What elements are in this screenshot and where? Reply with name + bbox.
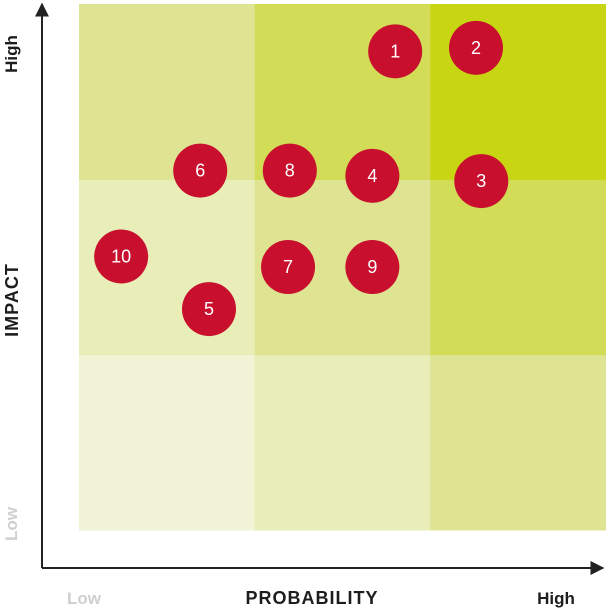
y-axis-title: IMPACT xyxy=(2,263,22,337)
risk-point-9: 9 xyxy=(345,240,400,294)
y-axis-low-label: Low xyxy=(2,506,21,541)
risk-point-marker xyxy=(261,240,316,294)
risk-point-label: 9 xyxy=(367,257,377,277)
risk-point-label: 2 xyxy=(471,38,481,58)
risk-point-7: 7 xyxy=(261,240,316,294)
risk-point-label: 3 xyxy=(476,171,486,191)
grid-cell-2-0 xyxy=(430,354,606,531)
risk-point-marker xyxy=(173,143,228,198)
risk-point-label: 7 xyxy=(283,257,293,277)
risk-point-marker xyxy=(454,154,509,209)
risk-point-marker xyxy=(345,240,400,294)
risk-point-6: 6 xyxy=(173,143,228,198)
risk-point-label: 8 xyxy=(285,161,295,181)
risk-point-4: 4 xyxy=(345,148,400,203)
risk-point-8: 8 xyxy=(262,143,317,198)
risk-point-5: 5 xyxy=(181,282,236,337)
risk-point-marker xyxy=(368,24,423,79)
risk-point-2: 2 xyxy=(449,20,504,75)
grid-cell-0-0 xyxy=(79,354,256,531)
grid-cell-1-0 xyxy=(254,354,431,531)
risk-point-3: 3 xyxy=(454,154,509,209)
risk-point-marker xyxy=(262,143,317,198)
risk-point-marker xyxy=(345,148,400,203)
risk-point-10: 10 xyxy=(94,229,149,284)
y-axis-high-label: High xyxy=(2,35,21,73)
x-axis-title: PROBABILITY xyxy=(245,588,378,608)
grid-cell-2-1 xyxy=(430,179,606,356)
risk-point-marker xyxy=(94,229,149,284)
x-axis-low-label: Low xyxy=(67,589,102,608)
risk-point-label: 6 xyxy=(195,161,205,181)
grid-cell-0-2 xyxy=(79,4,256,180)
risk-point-label: 5 xyxy=(204,299,214,319)
x-axis-high-label: High xyxy=(537,589,575,608)
risk-point-marker xyxy=(449,20,504,75)
risk-point-1: 1 xyxy=(368,24,423,79)
risk-point-label: 10 xyxy=(111,246,131,266)
risk-point-label: 1 xyxy=(390,41,400,61)
heatmap-grid xyxy=(79,4,606,531)
risk-point-label: 4 xyxy=(367,166,377,186)
risk-points: 1 2 3 4 5 6 7 8 9 10 xyxy=(94,20,509,337)
risk-point-marker xyxy=(181,282,236,337)
